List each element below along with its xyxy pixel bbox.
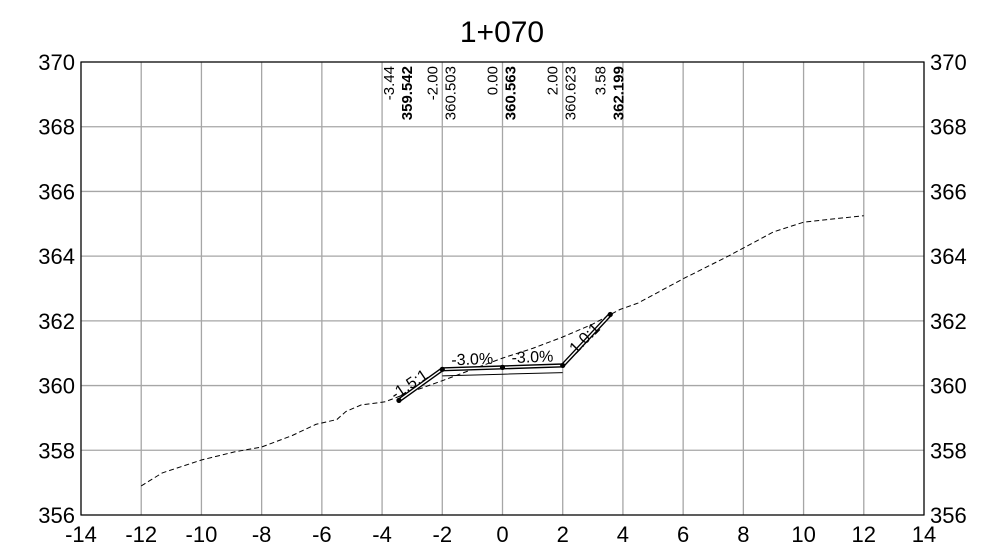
y-tick-label-right: 358 <box>930 438 967 463</box>
grid-layer <box>80 61 925 516</box>
plot-frame <box>80 61 925 516</box>
x-tick-label: 6 <box>677 522 689 547</box>
x-tick-label: -8 <box>252 522 272 547</box>
x-tick-label: 4 <box>617 522 629 547</box>
offset-label: 0.00 <box>485 66 502 95</box>
x-tick-label: 2 <box>557 522 569 547</box>
elevation-label: 360.503 <box>442 66 459 120</box>
y-tick-label-left: 358 <box>38 438 75 463</box>
y-tick-label-left: 366 <box>38 179 75 204</box>
y-tick-label-right: 366 <box>930 179 967 204</box>
x-tick-label: -10 <box>186 522 218 547</box>
design-point <box>607 311 613 318</box>
y-tick-label-right: 362 <box>930 309 967 334</box>
offset-label: -2.00 <box>424 66 441 100</box>
x-tick-label: -6 <box>312 522 332 547</box>
y-tick-label-right: 356 <box>930 503 967 528</box>
x-tick-label: 14 <box>912 522 936 547</box>
y-tick-label-right: 368 <box>930 115 967 140</box>
offset-label: 2.00 <box>545 66 562 95</box>
y-tick-label-left: 370 <box>38 50 75 75</box>
y-tick-label-left: 364 <box>38 244 75 269</box>
x-tick-label: -2 <box>433 522 453 547</box>
elevation-label: 360.623 <box>563 66 580 120</box>
y-tick-label-left: 368 <box>38 115 75 140</box>
elevation-label: 360.563 <box>503 66 520 120</box>
chart-title: 1+070 <box>460 16 544 49</box>
y-tick-label-right: 364 <box>930 244 967 269</box>
series-layer <box>140 215 864 487</box>
elevation-label: 359.542 <box>399 66 416 120</box>
y-tick-label-left: 362 <box>38 309 75 334</box>
x-tick-label: -12 <box>125 522 157 547</box>
x-tick-label: -4 <box>372 522 392 547</box>
ground-line <box>140 215 864 487</box>
y-tick-label-left: 356 <box>38 503 75 528</box>
design-point <box>396 397 402 403</box>
elevation-label: 362.199 <box>610 66 627 120</box>
label-layer: -3.44 359.542 -2.00 360.503 0.00 360.563 2.00 3… <box>381 66 627 404</box>
design-point <box>560 362 566 369</box>
slope-label: -3.0% <box>451 351 493 369</box>
offset-label: 3.58 <box>592 66 609 95</box>
x-tick-label: -14 <box>65 522 97 547</box>
y-tick-label-left: 360 <box>38 374 75 399</box>
slope-label: -3.0% <box>511 349 553 367</box>
subgrade-line <box>442 372 563 377</box>
design-point <box>439 366 445 372</box>
y-tick-label-right: 370 <box>930 50 967 75</box>
offset-label: -3.44 <box>381 66 398 100</box>
design-point <box>499 364 506 370</box>
x-tick-label: 8 <box>737 522 749 547</box>
x-tick-label: 12 <box>852 522 876 547</box>
y-tick-label-right: 360 <box>930 374 967 399</box>
x-tick-label: 10 <box>791 522 815 547</box>
x-tick-label: 0 <box>496 522 508 547</box>
